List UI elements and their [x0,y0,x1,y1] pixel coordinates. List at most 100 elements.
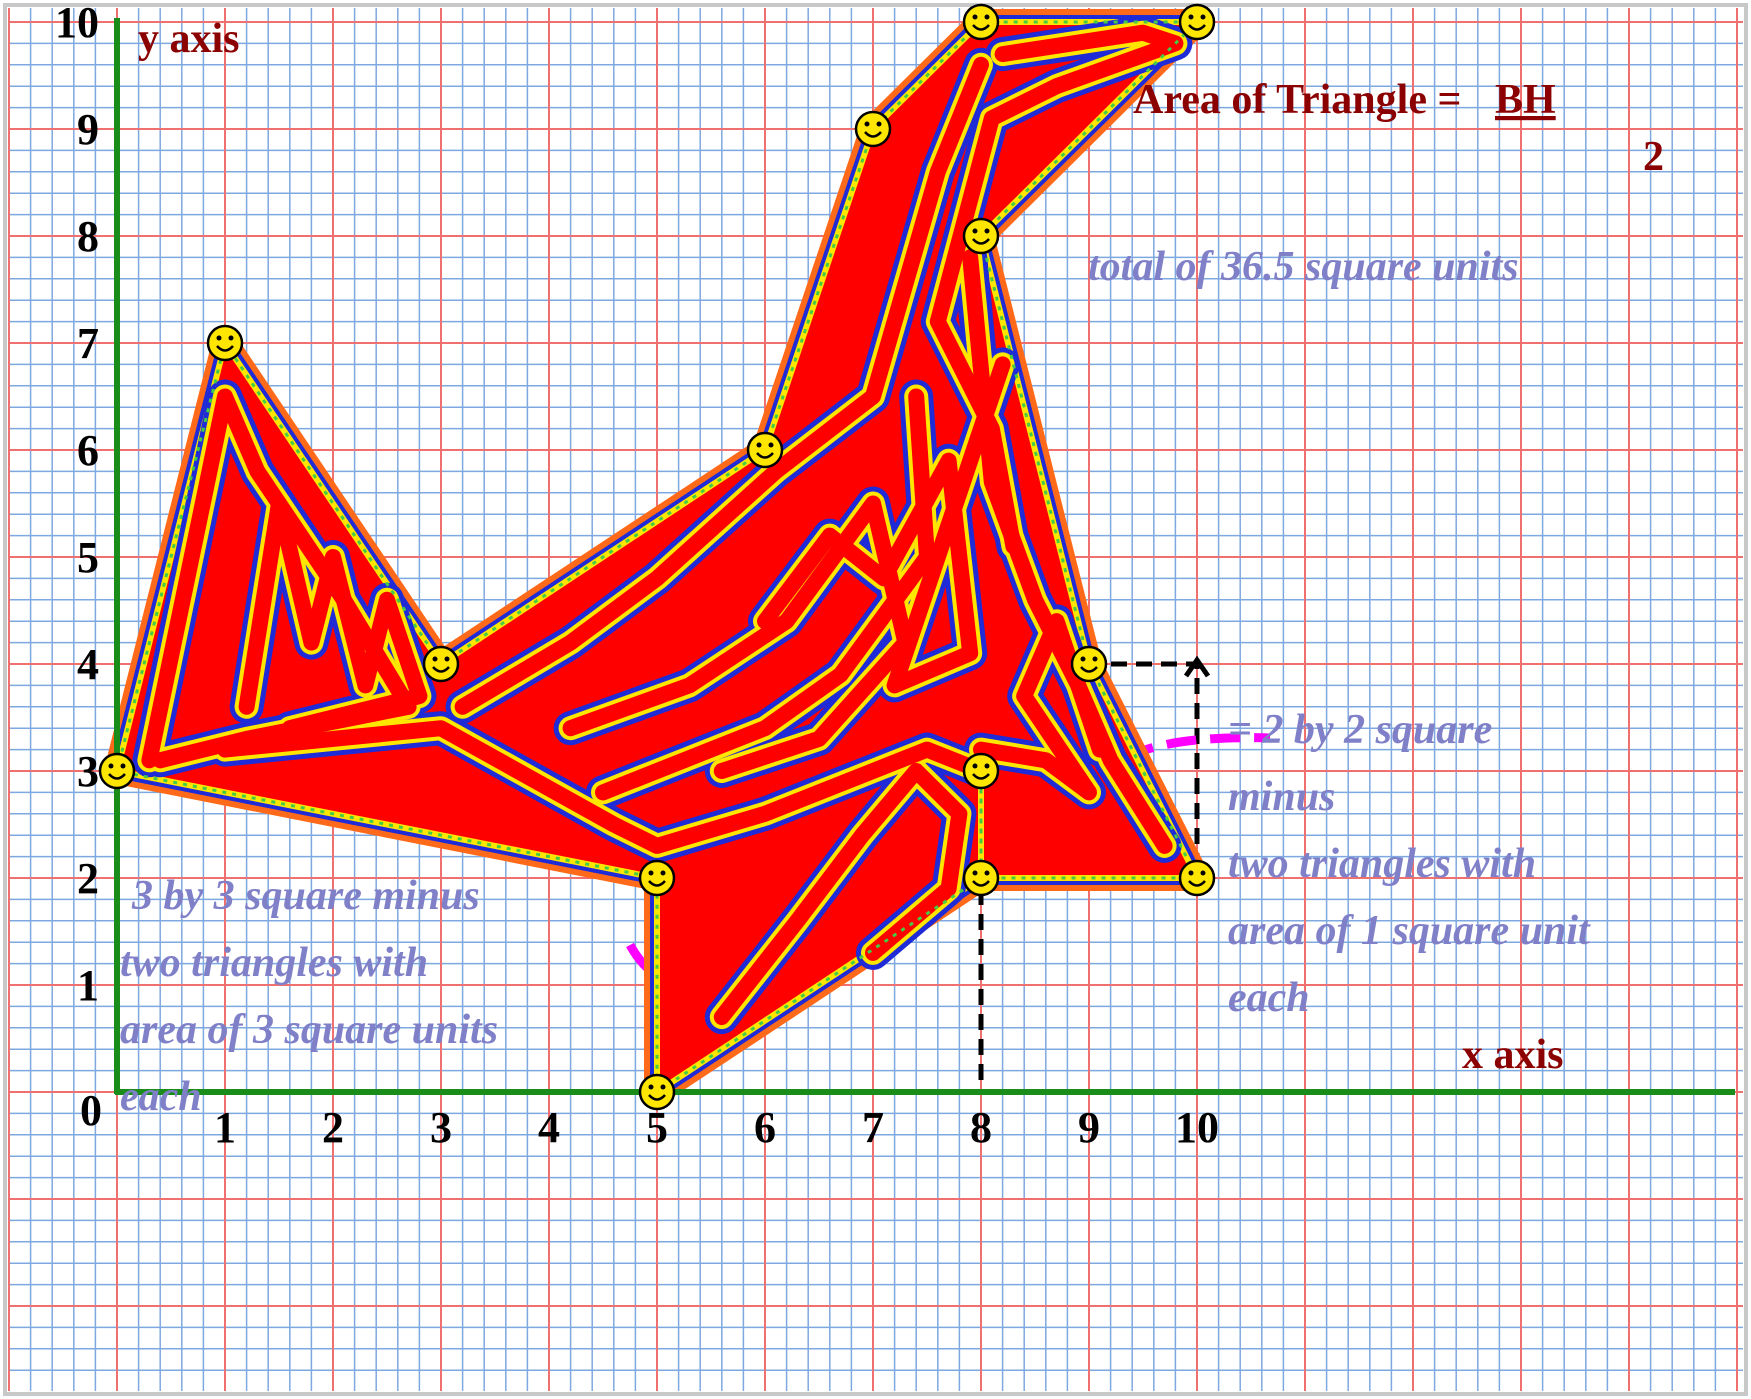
smiley-vertex-1_7 [206,324,244,362]
smiley-right-eye [984,870,990,876]
smiley-vertex-7_9 [854,110,892,148]
smiley-face [962,859,1000,897]
y-axis-title: y axis [138,16,240,62]
smiley-face [1178,3,1216,41]
x-tick-label-3: 3 [430,1103,452,1152]
smiley-right-eye [876,121,882,127]
smiley-face [962,217,1000,255]
smiley-face [638,859,676,897]
smiley-mouth [648,1094,666,1101]
smiley-vertex-0_3 [98,752,136,790]
smiley-mouth [756,452,774,459]
smiley-face [962,752,1000,790]
smiley-vertex-10_2 [1178,859,1216,897]
smiley-vertex-10_10 [1178,3,1216,41]
smiley-mouth [432,666,450,673]
smiley-right-eye [768,442,774,448]
smiley-right-eye [984,14,990,20]
smiley-mouth [108,773,126,780]
smiley-mouth [216,345,234,352]
formula-denominator: 2 [1643,134,1664,180]
smiley-left-eye [1188,14,1194,20]
smiley-left-eye [756,442,762,448]
smiley-left-eye [972,870,978,876]
smiley-vertex-8_2 [962,859,1000,897]
smiley-vertex-3_4 [422,645,460,683]
x-tick-label-5: 5 [646,1103,668,1152]
smiley-right-eye [984,228,990,234]
smiley-face [98,752,136,790]
vertex-smileys [98,3,1216,1111]
x-tick-label-10: 10 [1175,1103,1219,1152]
smiley-left-eye [432,656,438,662]
smiley-right-eye [1092,656,1098,662]
left-note-line-3: area of 3 square units [120,1007,498,1053]
smiley-face [1070,645,1108,683]
y-tick-label-1: 1 [77,961,99,1010]
right-note-line-3: two triangles with [1228,841,1536,887]
scribble-red-11 [973,613,1108,801]
scribble-red-6 [595,388,935,801]
smiley-vertex-5_2 [638,859,676,897]
smiley-left-eye [1080,656,1086,662]
smiley-right-eye [228,335,234,341]
x-tick-label-9: 9 [1078,1103,1100,1152]
x-tick-label-2: 2 [322,1103,344,1152]
smiley-mouth [648,880,666,887]
smiley-mouth [864,131,882,138]
smiley-right-eye [660,1084,666,1090]
smiley-left-eye [972,228,978,234]
y-tick-label-8: 8 [77,212,99,261]
left-note-line-2: two triangles with [120,940,428,986]
y-tick-label-5: 5 [77,533,99,582]
x-tick-label-1: 1 [214,1103,236,1152]
left-note-line-1: 3 by 3 square minus [131,873,480,919]
smiley-right-eye [1200,14,1206,20]
smiley-left-eye [648,1084,654,1090]
smiley-face [1178,859,1216,897]
smiley-face [854,110,892,148]
x-tick-label-4: 4 [538,1103,560,1152]
shape-green-dotted-edge [115,20,1201,1095]
scribble-red-3 [217,720,989,854]
smiley-mouth [972,24,990,31]
smiley-vertex-6_6 [746,431,784,469]
scribble-red-4 [454,56,989,715]
formula-numerator: BH [1495,77,1556,123]
y-tick-label-3: 3 [77,747,99,796]
y-tick-label-7: 7 [77,319,99,368]
right-note-line-1: = 2 by 2 square [1228,707,1492,753]
smiley-left-eye [1188,870,1194,876]
paper-border [3,3,1748,1396]
smiley-left-eye [216,335,222,341]
smiley-vertex-8_3 [962,752,1000,790]
dashed-box-arrowhead [1183,655,1211,678]
y-tick-label-9: 9 [77,105,99,154]
smiley-left-eye [108,763,114,769]
smiley-vertex-9_4 [1070,645,1108,683]
tick-labels: 1 2 3 4 5 6 7 8 9 10 1 2 3 4 5 6 7 8 9 10 [55,0,1219,1152]
smiley-face [422,645,460,683]
scribble-red-8 [713,763,968,1026]
right-note-line-4: area of 1 square unit [1228,908,1591,954]
smiley-right-eye [984,763,990,769]
right-note-line-5: each [1228,975,1310,1021]
polygon-shape [104,9,1210,1105]
scribble-red-2 [238,495,428,737]
smiley-face [206,324,244,362]
scribble-red-9 [562,495,914,779]
y-tick-label-6: 6 [77,426,99,475]
smiley-mouth [1188,24,1206,31]
smiley-mouth [972,238,990,245]
axes [114,18,1735,1095]
x-tick-label-6: 6 [754,1103,776,1152]
smiley-face [746,431,784,469]
smiley-right-eye [120,763,126,769]
y-tick-label-4: 4 [77,640,99,689]
scribble-red-10 [757,356,1011,694]
smiley-right-eye [1200,870,1206,876]
left-note-line-4: each [120,1074,202,1120]
smiley-mouth [972,773,990,780]
